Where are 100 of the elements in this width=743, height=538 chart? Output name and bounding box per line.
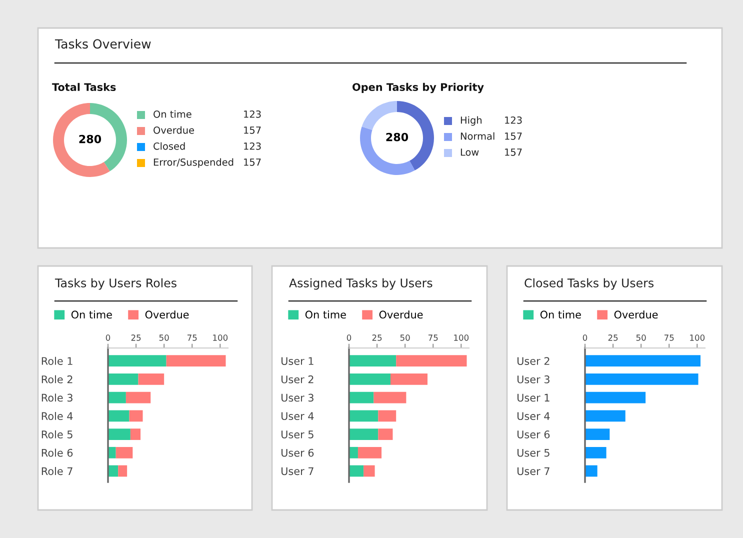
bar: [374, 392, 406, 404]
bar: [138, 374, 164, 385]
text: 123: [244, 110, 261, 118]
y-tick-label: User 6: [518, 430, 550, 438]
legend-label: On time: [71, 310, 112, 319]
x-tick-label: 75: [664, 334, 674, 341]
y-tick-label: User 5: [518, 448, 550, 457]
y-tick-label: User 7: [518, 467, 550, 476]
bar: [378, 410, 396, 422]
y-tick-label: Role 1: [42, 356, 72, 365]
y-tick-label: User 1: [282, 357, 314, 365]
chart-title: Assigned Tasks by Users: [289, 278, 432, 290]
text: 123: [244, 142, 261, 150]
bar: [585, 410, 626, 422]
legend-label: Overdue: [145, 310, 189, 319]
text: 157: [244, 158, 261, 166]
bar: [108, 428, 130, 440]
y-tick-label: User 4: [282, 412, 314, 420]
y-tick-label: Role 5: [42, 430, 72, 438]
legend-label: On time: [540, 310, 581, 319]
bar: [349, 410, 378, 422]
bar: [585, 428, 610, 440]
text: 157: [244, 126, 261, 134]
x-tick-label: 0: [582, 334, 588, 341]
legend-label: Closed: [154, 142, 185, 150]
bar: [118, 465, 128, 477]
bar: [349, 428, 378, 440]
x-tick-label: 25: [131, 334, 141, 341]
legend-label: Overdue: [379, 310, 423, 319]
bar: [349, 355, 396, 367]
bar: [390, 374, 428, 385]
text: 280: [79, 134, 102, 144]
legend-label: Normal: [460, 132, 494, 140]
bar: [166, 355, 226, 367]
x-tick-label: 25: [608, 334, 618, 341]
y-tick-label: Role 7: [42, 467, 72, 476]
x-tick-label: 100: [690, 334, 705, 341]
bar: [108, 392, 126, 404]
legend-label: Overdue: [614, 310, 658, 319]
y-tick-label: User 3: [518, 375, 550, 384]
bar: [358, 446, 382, 458]
donut-slice: [360, 126, 415, 175]
y-tick-label: User 2: [518, 357, 550, 365]
x-tick-label: 0: [346, 334, 352, 341]
y-tick-label: User 5: [282, 430, 314, 438]
x-tick-label: 100: [213, 334, 228, 341]
text: 280: [386, 132, 408, 142]
bar: [108, 410, 130, 422]
y-tick-label: User 7: [282, 467, 314, 476]
legend-label: Error/Suspended: [154, 158, 234, 168]
x-tick-label: 75: [428, 334, 438, 341]
bar: [364, 465, 375, 477]
y-tick-label: User 2: [282, 375, 314, 384]
bar: [116, 446, 133, 458]
donut-slice: [362, 101, 397, 130]
x-tick-label: 50: [159, 334, 169, 341]
bar: [585, 465, 598, 477]
text: 157: [505, 132, 522, 140]
legend-label: Overdue: [154, 126, 194, 134]
bar: [129, 410, 143, 422]
bar: [585, 446, 606, 458]
text: 123: [505, 116, 522, 124]
bar: [349, 446, 358, 458]
chart-title: Closed Tasks by Users: [524, 278, 654, 290]
legend-label: On time: [154, 110, 192, 118]
y-tick-label: User 1: [518, 394, 550, 402]
donut-slice: [53, 103, 110, 177]
bar: [349, 392, 374, 404]
legend-label: Low: [460, 148, 479, 156]
x-tick-label: 50: [636, 334, 646, 341]
bar: [378, 428, 393, 440]
x-tick-label: 25: [372, 334, 382, 341]
bar: [130, 428, 141, 440]
bar: [585, 355, 701, 367]
y-tick-label: User 6: [282, 448, 314, 457]
legend-label: On time: [305, 310, 346, 319]
x-tick-label: 50: [400, 334, 410, 341]
bar: [108, 355, 166, 367]
text: 157: [505, 148, 522, 156]
bar: [108, 374, 138, 385]
bar: [585, 392, 646, 404]
legend-label: High: [460, 116, 482, 126]
bar: [396, 355, 467, 367]
y-tick-label: Role 3: [42, 394, 72, 402]
bar: [585, 374, 698, 385]
y-tick-label: User 4: [518, 412, 550, 420]
y-tick-label: User 3: [282, 394, 314, 402]
x-tick-label: 75: [187, 334, 197, 341]
x-tick-label: 0: [106, 334, 110, 341]
bar: [349, 374, 390, 385]
y-tick-label: Role 6: [42, 448, 73, 457]
chart-title: Total Tasks: [52, 82, 116, 92]
chart-title: Open Tasks by Priority: [352, 82, 484, 94]
y-tick-label: Role 4: [42, 412, 73, 420]
bar: [108, 446, 116, 458]
y-tick-label: Role 2: [42, 375, 72, 384]
text: Tasks Overview: [54, 38, 151, 49]
x-tick-label: 100: [454, 334, 469, 341]
bar: [126, 392, 151, 404]
chart-title: Tasks by Users Roles: [54, 278, 176, 290]
